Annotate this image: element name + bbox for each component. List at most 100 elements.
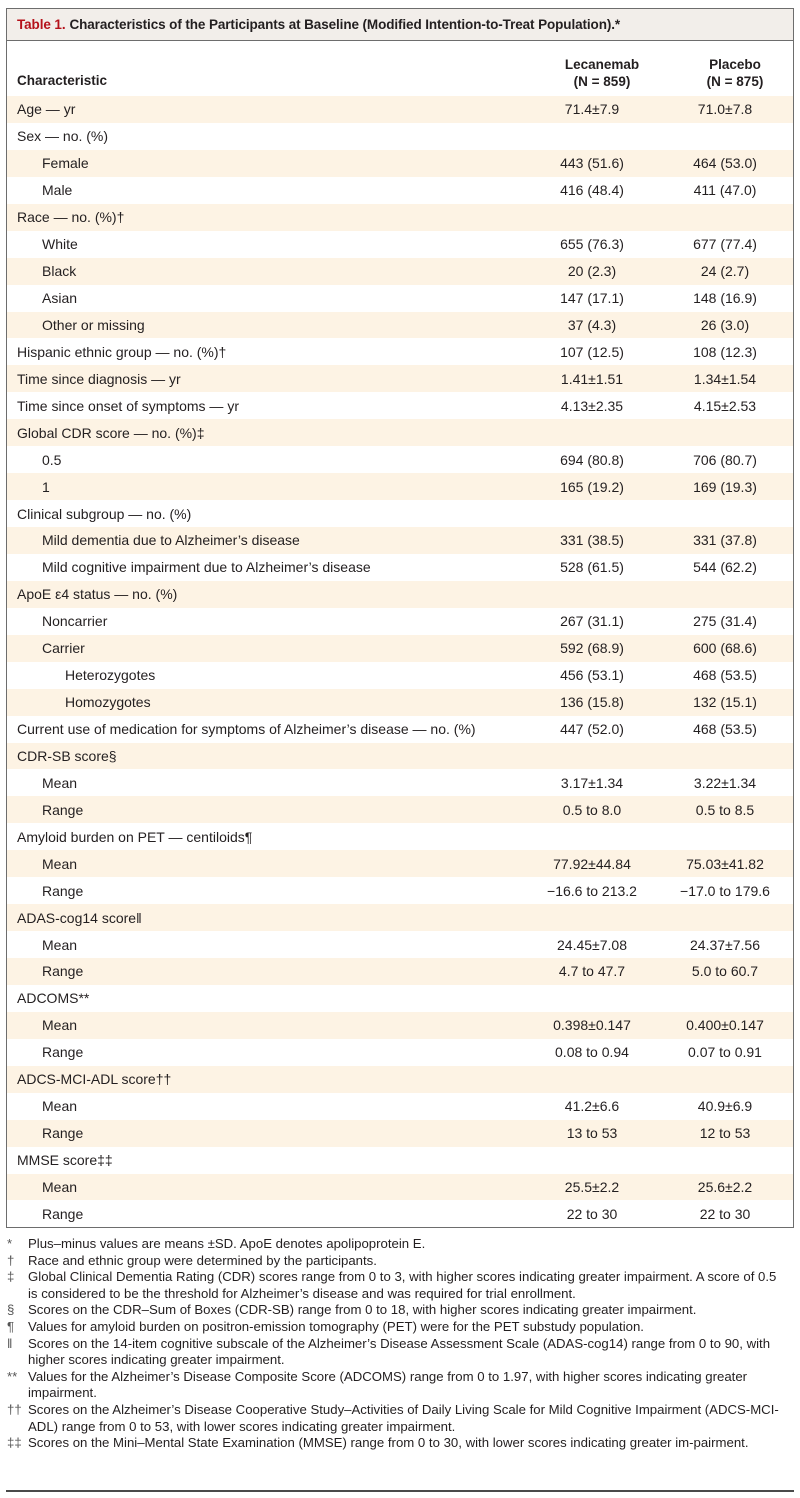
table-row: MMSE score‡‡ bbox=[7, 1146, 793, 1174]
table-row: Sex — no. (%) bbox=[7, 122, 793, 150]
lecanemab-value: 456 (53.1) bbox=[560, 667, 624, 684]
table-row: Range 4.7 to 47.7 5.0 to 60.7 bbox=[7, 958, 793, 985]
column-header-placebo: Placebo (N = 875) bbox=[667, 56, 800, 90]
table-row: Mean 25.5±2.2 25.6±2.2 bbox=[7, 1173, 793, 1201]
table-row: Mean 41.2±6.6 40.9±6.9 bbox=[7, 1092, 793, 1120]
row-label: 1 bbox=[42, 478, 50, 495]
table-row: Clinical subgroup — no. (%) bbox=[7, 500, 793, 527]
table-row: Other or missing 37 (4.3) 26 (3.0) bbox=[7, 311, 793, 339]
lecanemab-value: 20 (2.3) bbox=[567, 263, 617, 280]
table-row: Time since diagnosis — yr 1.41±1.51 1.34±1… bbox=[7, 365, 793, 393]
footnote-symbol: †† bbox=[7, 1401, 22, 1417]
table-row: Carrier 592 (68.9) 600 (68.6) bbox=[7, 634, 793, 662]
placebo-value: 706 (80.7) bbox=[693, 451, 757, 468]
placebo-value: 12 to 53 bbox=[699, 1125, 751, 1142]
lecanemab-value: −16.6 to 213.2 bbox=[547, 882, 637, 899]
placebo-value: 108 (12.3) bbox=[693, 343, 757, 360]
lecanemab-value: 1.41±1.51 bbox=[560, 370, 624, 387]
footnote: § Scores on the CDR–Sum of Boxes (CDR-SB)… bbox=[6, 1302, 792, 1319]
table-row: Mild dementia due to Alzheimer’s disease… bbox=[7, 527, 793, 554]
footnote: * Plus–minus values are means ±SD. ApoE d… bbox=[6, 1236, 792, 1253]
placebo-value: 0.400±0.147 bbox=[686, 1017, 764, 1034]
placebo-value: −17.0 to 179.6 bbox=[680, 882, 770, 899]
table-row: Mean 3.17±1.34 3.22±1.34 bbox=[7, 769, 793, 797]
lecanemab-value: 4.13±2.35 bbox=[560, 397, 624, 414]
placebo-value: 24.37±7.56 bbox=[690, 936, 760, 953]
row-label: Male bbox=[42, 182, 73, 199]
column-header-lecanemab-n: (N = 859) bbox=[573, 74, 631, 89]
lecanemab-value: 443 (51.6) bbox=[560, 155, 624, 172]
row-label: Homozygotes bbox=[65, 694, 151, 711]
row-label: Clinical subgroup — no. (%) bbox=[17, 505, 192, 522]
placebo-value: 468 (53.5) bbox=[693, 667, 757, 684]
footnote-text: Scores on the Alzheimer’s Disease Cooper… bbox=[28, 1401, 779, 1434]
footnote-text: Race and ethnic group were determined by… bbox=[28, 1252, 377, 1268]
table-row: ADCOMS** bbox=[7, 984, 793, 1012]
footnote-text: Global Clinical Dementia Rating (CDR) sc… bbox=[28, 1269, 777, 1301]
row-label: Sex — no. (%) bbox=[17, 128, 109, 145]
row-label: Mean bbox=[42, 774, 78, 791]
footnote-text: Plus–minus values are means ±SD. ApoE de… bbox=[28, 1236, 426, 1251]
lecanemab-value: 22 to 30 bbox=[566, 1205, 618, 1222]
row-label: Mean bbox=[42, 855, 78, 872]
table-number-label: Table 1. bbox=[17, 17, 66, 32]
row-label: Time since onset of symptoms — yr bbox=[17, 397, 239, 414]
row-label: Range bbox=[42, 882, 84, 899]
row-label: Mild cognitive impairment due to Alzheim… bbox=[42, 559, 371, 576]
placebo-value: 75.03±41.82 bbox=[686, 855, 764, 872]
footnote: †† Scores on the Alzheimer’s Disease Coop… bbox=[6, 1402, 792, 1435]
table-row: Female 443 (51.6) 464 (53.0) bbox=[7, 149, 793, 177]
table-row: ApoE ε4 status — no. (%) bbox=[7, 580, 793, 608]
footnote-symbol: ‡ bbox=[7, 1269, 15, 1285]
table-row: Range −16.6 to 213.2 −17.0 to 179.6 bbox=[7, 877, 793, 905]
row-label: White bbox=[42, 236, 78, 253]
table-footnotes: * Plus–minus values are means ±SD. ApoE d… bbox=[6, 1236, 792, 1452]
table-title: Characteristics of the Participants at B… bbox=[69, 17, 621, 32]
footnote-symbol: † bbox=[7, 1252, 15, 1268]
row-label: Mean bbox=[42, 1017, 78, 1034]
lecanemab-value: 0.5 to 8.0 bbox=[562, 801, 622, 818]
lecanemab-value: 71.4±7.9 bbox=[564, 101, 620, 118]
row-label: ADAS-cog14 score‖ bbox=[17, 909, 142, 926]
row-label: Mean bbox=[42, 936, 78, 953]
placebo-value: 275 (31.4) bbox=[693, 613, 757, 630]
lecanemab-value: 694 (80.8) bbox=[560, 451, 624, 468]
bottom-divider bbox=[6, 1490, 794, 1492]
table-row: Mild cognitive impairment due to Alzheim… bbox=[7, 553, 793, 581]
placebo-value: 544 (62.2) bbox=[693, 559, 757, 576]
row-label: 0.5 bbox=[42, 451, 62, 468]
row-label: ADCS-MCI-ADL score†† bbox=[17, 1071, 172, 1088]
placebo-value: 24 (2.7) bbox=[700, 263, 750, 280]
row-label: Female bbox=[42, 155, 89, 172]
row-label: Range bbox=[42, 963, 84, 980]
lecanemab-value: 25.5±2.2 bbox=[564, 1178, 620, 1195]
table-row: White 655 (76.3) 677 (77.4) bbox=[7, 230, 793, 258]
row-label: Mild dementia due to Alzheimer’s disease bbox=[42, 532, 300, 549]
row-label: Global CDR score — no. (%)‡ bbox=[17, 424, 205, 441]
footnote-text: Scores on the CDR–Sum of Boxes (CDR-SB) … bbox=[28, 1302, 697, 1318]
footnote: ‡ Global Clinical Dementia Rating (CDR) s… bbox=[6, 1269, 792, 1302]
placebo-value: 148 (16.9) bbox=[693, 290, 757, 307]
table-row: Range 13 to 53 12 to 53 bbox=[7, 1119, 793, 1147]
lecanemab-value: 3.17±1.34 bbox=[560, 774, 624, 791]
row-label: Noncarrier bbox=[42, 613, 108, 630]
footnote-symbol: ‖ bbox=[7, 1335, 13, 1351]
footnote: † Race and ethnic group were determined b… bbox=[6, 1253, 792, 1270]
table-row: Current use of medication for symptoms o… bbox=[7, 715, 793, 743]
table-header-row: Characteristic Lecanemab (N = 859) Place… bbox=[7, 41, 793, 96]
placebo-value: 600 (68.6) bbox=[693, 640, 757, 657]
table-row: ADAS-cog14 score‖ bbox=[7, 904, 793, 932]
table-row: Asian 147 (17.1) 148 (16.9) bbox=[7, 284, 793, 312]
table-row: Mean 0.398±0.147 0.400±0.147 bbox=[7, 1011, 793, 1039]
table-row: Male 416 (48.4) 411 (47.0) bbox=[7, 176, 793, 204]
table-row: Mean 77.92±44.84 75.03±41.82 bbox=[7, 850, 793, 878]
placebo-value: 40.9±6.9 bbox=[697, 1098, 753, 1115]
placebo-value: 0.07 to 0.91 bbox=[688, 1044, 762, 1061]
placebo-value: 132 (15.1) bbox=[693, 694, 757, 711]
footnote-text: Scores on the Mini–Mental State Examinat… bbox=[28, 1435, 749, 1451]
row-label: MMSE score‡‡ bbox=[17, 1152, 113, 1169]
table-row: Range 0.5 to 8.0 0.5 to 8.5 bbox=[7, 796, 793, 824]
footnote-symbol: § bbox=[7, 1302, 15, 1318]
lecanemab-value: 165 (19.2) bbox=[560, 478, 624, 495]
lecanemab-value: 528 (61.5) bbox=[560, 559, 624, 576]
